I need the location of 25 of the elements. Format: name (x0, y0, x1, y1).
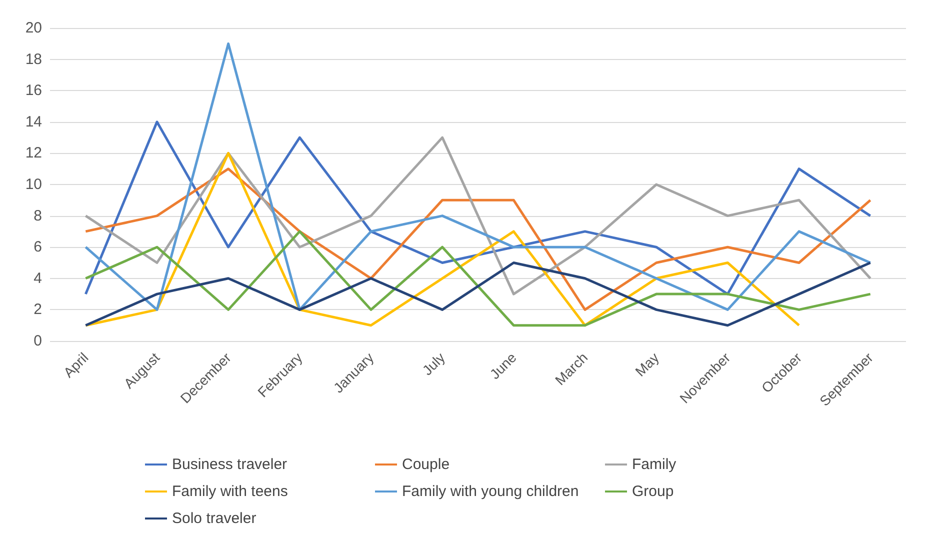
y-tick-label: 4 (34, 270, 42, 287)
y-tick-label: 18 (25, 50, 42, 68)
y-tick-label: 12 (25, 144, 42, 162)
line-series (84, 42, 872, 311)
legend-label: Couple (402, 456, 450, 473)
y-tick-label: 0 (34, 332, 42, 350)
legend-label: Family with teens (172, 483, 288, 500)
y-tick-label: 20 (25, 20, 42, 36)
legend-label: Family with young children (402, 483, 579, 500)
legend-label: Family (632, 456, 677, 473)
y-tick-label: 16 (25, 82, 42, 100)
y-tick-label: 6 (34, 238, 42, 256)
x-tick-label: July (419, 349, 448, 378)
line-series (84, 168, 872, 311)
y-tick-label: 14 (25, 113, 42, 130)
legend-label: Group (632, 483, 674, 500)
y-tick-label: 10 (25, 176, 42, 193)
x-tick-label: May (632, 349, 662, 380)
line-series (84, 230, 872, 327)
legend-label: Solo traveler (172, 510, 256, 527)
line-series (84, 262, 872, 327)
y-tick-label: 8 (34, 207, 42, 224)
line-series (84, 152, 800, 327)
legend-label: Business traveler (172, 456, 288, 473)
y-tick-label: 2 (34, 301, 42, 318)
